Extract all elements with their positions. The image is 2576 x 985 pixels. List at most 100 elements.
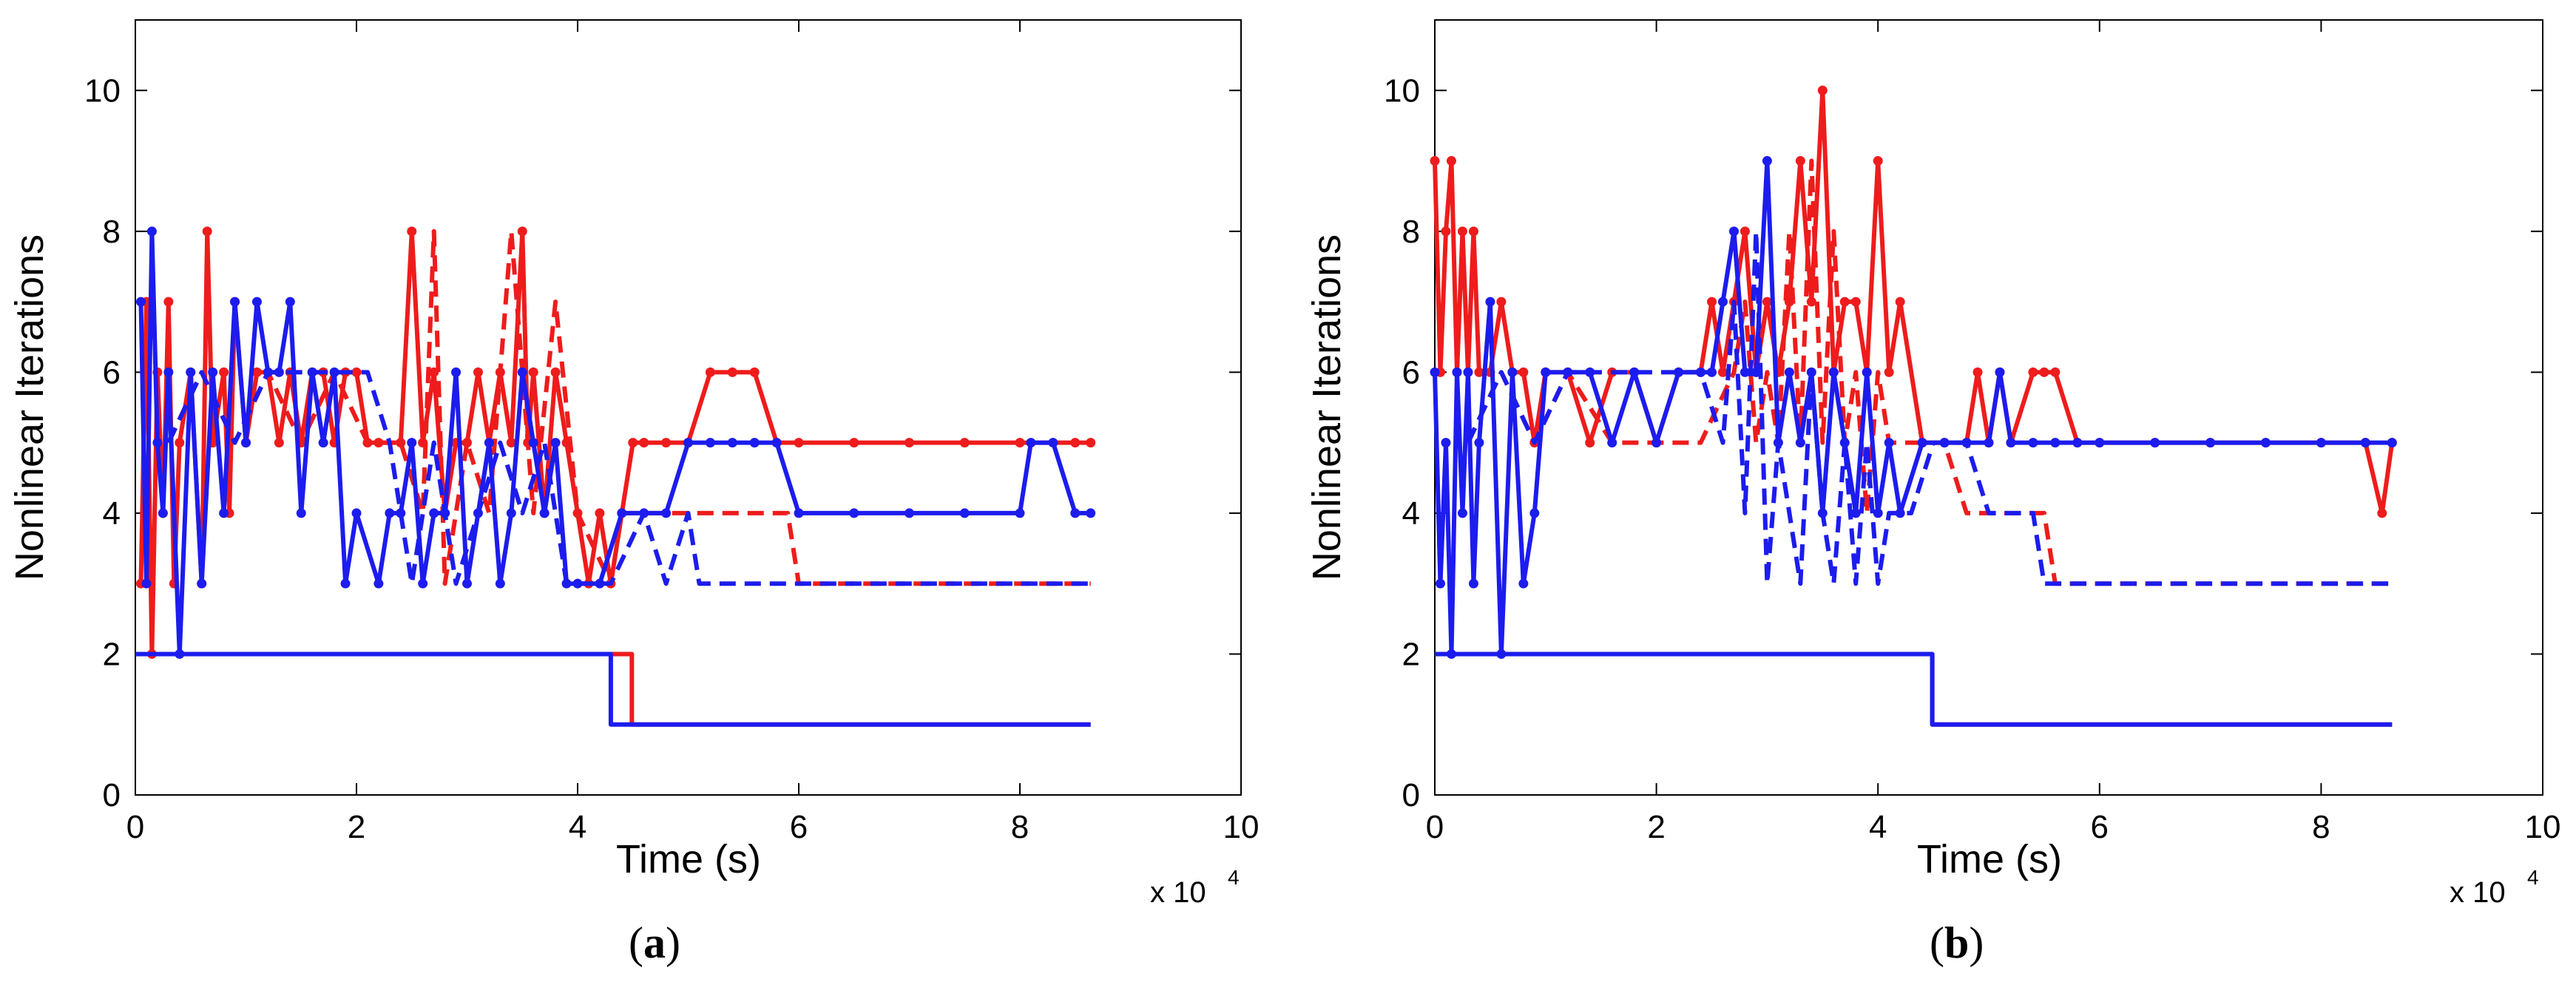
- series-line-blue-dashed: [166, 370, 1091, 586]
- data-point-blue-solid-markers: [1452, 367, 1462, 377]
- data-point-red-solid-markers: [351, 367, 362, 377]
- data-point-blue-solid-markers: [1457, 508, 1467, 518]
- data-point-blue-solid-markers: [1707, 367, 1717, 377]
- data-point-red-solid-markers: [528, 367, 538, 377]
- x-multiplier-exp-a: 4: [1228, 866, 1240, 889]
- x-tick-label: 2: [348, 809, 365, 845]
- data-point-blue-solid-markers: [1717, 297, 1728, 307]
- panel-label-b: (b): [1930, 918, 1984, 967]
- data-point-red-solid-markers: [506, 438, 516, 448]
- data-point-blue-solid-markers: [373, 578, 384, 589]
- y-tick-label: 4: [1402, 495, 1420, 532]
- data-point-blue-solid-markers: [1629, 367, 1640, 377]
- data-point-blue-solid-markers: [1048, 438, 1058, 448]
- data-point-blue-solid-markers: [418, 578, 428, 589]
- data-point-blue-solid-markers: [484, 438, 494, 448]
- data-point-blue-solid-markers: [1474, 438, 1484, 448]
- data-point-red-solid-markers: [727, 367, 737, 377]
- data-point-blue-solid-markers: [727, 438, 737, 448]
- data-point-blue-solid-markers: [329, 367, 339, 377]
- x-tick-label: 6: [2091, 809, 2109, 845]
- data-point-blue-solid-markers: [1435, 578, 1445, 589]
- data-point-blue-solid-markers: [1468, 578, 1478, 589]
- x-multiplier-exp-b: 4: [2527, 866, 2539, 889]
- x-tick-label: 0: [1426, 809, 1444, 845]
- data-point-blue-solid-markers: [517, 367, 527, 377]
- x-multiplier-base-b: x 10: [2450, 876, 2506, 909]
- y-tick-label: 2: [1402, 636, 1420, 672]
- data-point-blue-solid-markers: [186, 367, 196, 377]
- data-point-red-solid-markers: [794, 438, 804, 448]
- data-point-blue-solid-markers: [1026, 438, 1036, 448]
- data-point-red-solid-markers: [849, 438, 859, 448]
- data-point-red-solid-markers: [1474, 367, 1484, 377]
- data-point-blue-solid-markers: [705, 438, 715, 448]
- data-point-blue-solid-markers: [1740, 367, 1750, 377]
- data-point-blue-solid-markers: [539, 508, 550, 518]
- data-point-red-solid-markers: [1086, 438, 1096, 448]
- data-point-red-solid-markers: [959, 438, 970, 448]
- data-point-blue-solid-markers: [1485, 297, 1495, 307]
- data-point-red-solid-markers: [1795, 156, 1805, 166]
- panel-b: 0 2 4 6 8 10 0 2 4 6 8 10 Nonlinear Iterations Tim…: [1305, 19, 2560, 967]
- data-point-blue-solid-markers: [2050, 438, 2061, 448]
- data-point-blue-solid-markers: [2150, 438, 2160, 448]
- data-point-blue-solid-markers: [135, 297, 146, 307]
- data-point-blue-solid-markers: [849, 508, 859, 518]
- data-point-red-solid-markers: [749, 367, 760, 377]
- series-line-red-dashed: [1466, 158, 2393, 586]
- y-tick-label: 10: [84, 72, 121, 109]
- data-point-red-solid-markers: [1468, 226, 1478, 237]
- data-point-blue-solid-markers: [1917, 438, 1927, 448]
- x-tick-labels-a: 0 2 4 6 8 10: [126, 809, 1260, 845]
- data-point-red-solid-markers: [517, 226, 527, 237]
- data-point-blue-solid-markers: [197, 578, 207, 589]
- data-point-red-solid-markers: [905, 438, 914, 448]
- y-axis-label-b: Nonlinear Iterations: [1305, 234, 1349, 580]
- data-point-blue-solid-markers: [1995, 367, 2005, 377]
- x-tick-label: 10: [1223, 809, 1260, 845]
- data-point-blue-solid-markers: [429, 508, 439, 518]
- data-point-red-solid-markers: [550, 367, 561, 377]
- x-tick-label: 0: [126, 809, 144, 845]
- series-group-a: [135, 226, 1096, 727]
- data-point-blue-solid-markers: [1441, 438, 1451, 448]
- data-point-red-solid-markers: [1446, 156, 1456, 166]
- data-point-red-solid-markers: [1441, 226, 1451, 237]
- data-point-red-solid-markers: [251, 367, 262, 377]
- data-point-blue-solid-markers: [595, 578, 605, 589]
- series-line-blue-dashed: [1466, 229, 2393, 586]
- data-point-red-solid-markers: [2039, 367, 2049, 377]
- data-point-red-solid-markers: [219, 367, 229, 377]
- data-point-blue-solid-markers: [959, 508, 970, 518]
- data-point-blue-solid-markers: [1529, 508, 1540, 518]
- y-tick-label: 6: [1402, 354, 1420, 390]
- data-point-red-solid-markers: [1850, 297, 1861, 307]
- data-point-blue-solid-markers: [2028, 438, 2038, 448]
- data-point-blue-solid-markers: [1463, 367, 1473, 377]
- data-point-blue-solid-markers: [794, 508, 804, 518]
- data-point-blue-solid-markers: [749, 438, 760, 448]
- data-point-red-solid-markers: [1707, 297, 1717, 307]
- data-point-red-solid-markers: [1806, 297, 1816, 307]
- data-point-blue-solid-markers: [506, 508, 516, 518]
- data-point-red-solid-markers: [1518, 367, 1529, 377]
- data-point-blue-solid-markers: [340, 578, 351, 589]
- data-point-blue-solid-markers: [285, 297, 295, 307]
- data-point-red-solid-markers: [175, 438, 185, 448]
- x-multiplier-a: x 10 4: [1150, 866, 1240, 909]
- data-point-blue-solid-markers: [158, 508, 168, 518]
- data-point-blue-solid-markers: [661, 508, 672, 518]
- data-point-blue-solid-markers: [163, 367, 174, 377]
- data-point-blue-solid-markers: [208, 367, 218, 377]
- ticks-a: [135, 20, 1242, 796]
- data-point-blue-solid-markers: [1541, 367, 1551, 377]
- data-point-blue-solid-markers: [1873, 508, 1883, 518]
- y-tick-label: 10: [1384, 72, 1420, 109]
- data-point-red-solid-markers: [1585, 438, 1595, 448]
- data-point-blue-solid-markers: [2360, 438, 2370, 448]
- data-point-red-solid-markers: [595, 508, 605, 518]
- data-point-blue-solid-markers: [241, 438, 251, 448]
- data-point-red-solid-markers: [1762, 297, 1772, 307]
- data-point-blue-solid-markers: [617, 508, 627, 518]
